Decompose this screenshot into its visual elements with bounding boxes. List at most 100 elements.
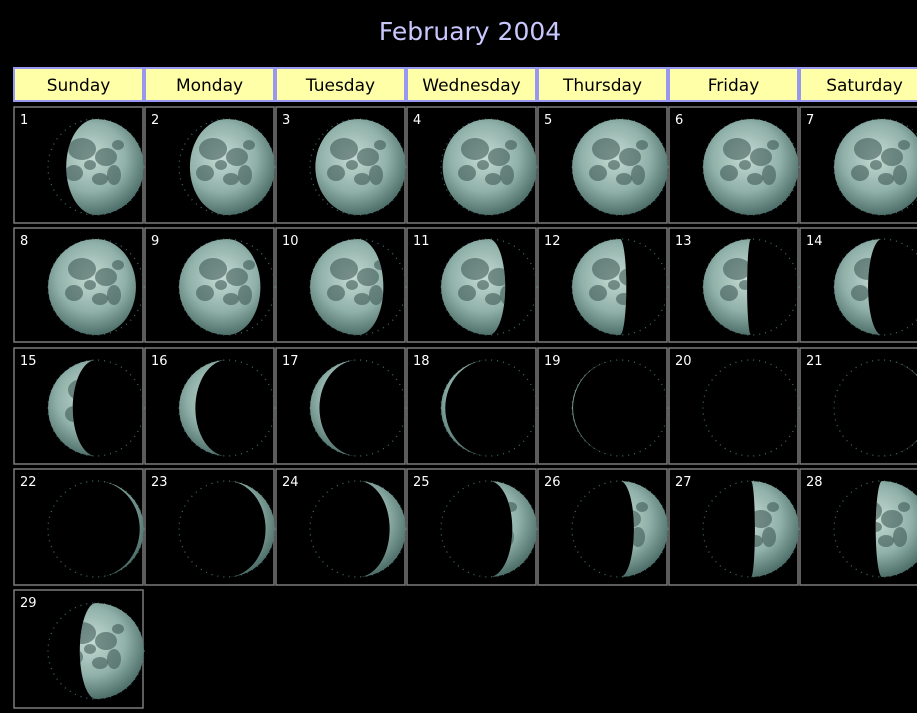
moon-mare: [881, 510, 903, 528]
moon-mare: [238, 165, 252, 185]
moon-mare: [878, 173, 894, 185]
moon-disc: [703, 119, 799, 215]
moon-mare: [238, 285, 252, 305]
day-cell: [799, 347, 917, 465]
moon: [315, 119, 406, 215]
moon-mare: [592, 138, 620, 160]
moon-mare: [631, 527, 645, 547]
day-cell: [406, 347, 537, 465]
moon: [834, 239, 882, 335]
day-number: 11: [413, 234, 430, 249]
day-number: 12: [544, 234, 561, 249]
moon-mare: [95, 268, 117, 286]
day-number: 29: [20, 596, 37, 611]
moon-mare: [374, 140, 386, 150]
moon-mare: [589, 285, 607, 301]
moon: [189, 119, 275, 215]
moon-mare: [354, 293, 370, 305]
moon-mare: [893, 165, 907, 185]
weekday-cell: [275, 67, 406, 102]
moon-mare: [870, 160, 882, 170]
day-number: 5: [544, 113, 552, 128]
moon-mare: [854, 138, 882, 160]
moon-mare: [369, 285, 383, 305]
moon-mare: [893, 527, 907, 547]
day-number: 17: [282, 354, 299, 369]
moon: [442, 119, 537, 215]
moon-outline: [833, 480, 917, 578]
moon-mare: [107, 285, 121, 305]
moon-mare: [330, 258, 358, 280]
moon-mare: [243, 140, 255, 150]
moon-mare: [458, 165, 476, 181]
day-number: 10: [282, 234, 299, 249]
moon-mare: [112, 260, 124, 270]
moon-outline: [702, 359, 800, 457]
moon-mare: [92, 173, 108, 185]
weekday-label: Wednesday: [422, 76, 520, 96]
moon-mare: [750, 148, 772, 166]
moon-mare: [500, 165, 514, 185]
moon-mare: [881, 148, 903, 166]
moon-mare: [327, 165, 345, 181]
moon-mare: [488, 148, 510, 166]
weekday-label: Tuesday: [305, 76, 375, 96]
moon-mare: [65, 285, 83, 301]
weekday-cell: [13, 67, 144, 102]
weekday-cell: [406, 67, 537, 102]
moon-mare: [762, 527, 776, 547]
day-number: 2: [151, 113, 159, 128]
weekday-cell: [668, 67, 799, 102]
moon: [66, 119, 144, 215]
moon-mare: [346, 280, 358, 290]
day-number: 27: [675, 475, 692, 490]
calendar-title: February 2004: [379, 17, 561, 46]
moon-mare: [84, 280, 96, 290]
moon-mare: [608, 160, 620, 170]
moon-mare: [751, 535, 763, 547]
moon-mare: [84, 644, 96, 654]
moon-mare: [636, 502, 648, 512]
moon-mare: [720, 165, 738, 181]
moon: [703, 119, 799, 215]
moon-mare: [196, 285, 214, 301]
moon-mare: [851, 285, 869, 301]
day-number: 9: [151, 234, 159, 249]
moon-mare: [95, 632, 117, 650]
day-number: 1: [20, 113, 28, 128]
moon-disc: [572, 119, 668, 215]
day-number: 20: [675, 354, 692, 369]
moon-mare: [751, 510, 772, 528]
day-number: 23: [151, 475, 168, 490]
moon-mare: [851, 165, 869, 181]
moon-mare: [107, 165, 121, 185]
moon-mare: [767, 140, 779, 150]
moon-mare: [84, 160, 96, 170]
moon: [834, 119, 917, 215]
moon: [79, 603, 144, 699]
moon-mare: [762, 165, 776, 185]
day-number: 24: [282, 475, 299, 490]
moon-mare: [898, 140, 910, 150]
moon-mare: [215, 280, 227, 290]
moon-mare: [215, 160, 227, 170]
weekday-cell: [537, 67, 668, 102]
day-number: 19: [544, 354, 561, 369]
day-number: 22: [20, 475, 37, 490]
day-number: 18: [413, 354, 430, 369]
moon-mare: [196, 165, 214, 181]
weekday-label: Thursday: [562, 76, 642, 96]
moon-mare: [589, 165, 607, 181]
day-number: 28: [806, 475, 823, 490]
moon-mare: [68, 258, 96, 280]
moon-mare: [79, 622, 96, 644]
moon-mare: [68, 138, 96, 160]
weekday-label: Sunday: [47, 76, 111, 96]
moon-mare: [92, 657, 108, 669]
moon-mare: [720, 285, 738, 301]
moon-mare: [878, 535, 894, 547]
day-number: 7: [806, 113, 814, 128]
moon-mare: [112, 140, 124, 150]
moon-mare: [369, 165, 383, 185]
